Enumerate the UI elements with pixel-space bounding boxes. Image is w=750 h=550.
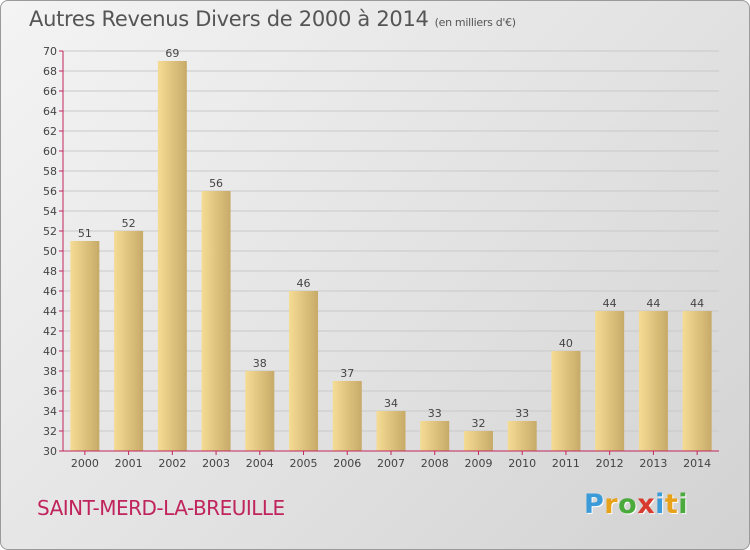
y-tick-label: 38	[43, 365, 57, 378]
value-label-2000: 51	[78, 227, 92, 240]
bar-2008	[420, 421, 450, 451]
axes	[59, 50, 719, 455]
value-label-2001: 52	[122, 217, 136, 230]
x-tick-label-2006: 2006	[333, 457, 361, 470]
value-label-2006: 37	[340, 367, 354, 380]
value-label-2008: 33	[428, 407, 442, 420]
bar-2009	[463, 431, 493, 451]
chart-subtitle: (en milliers d'€)	[434, 16, 516, 29]
bar-2014	[682, 311, 712, 451]
y-tick-label: 58	[43, 165, 57, 178]
y-tick-label: 60	[43, 145, 57, 158]
x-tick-label-2000: 2000	[71, 457, 99, 470]
x-tick-label-2012: 2012	[596, 457, 624, 470]
bar-2011	[551, 351, 581, 451]
bar-2012	[595, 311, 625, 451]
y-tick-label: 48	[43, 265, 57, 278]
labels: 30 32 34 36 38 40 42 44 46 48 50 52 54 56 58 60 62 64 66 68…	[43, 45, 711, 470]
bar-2003	[201, 191, 231, 451]
commune-name: SAINT-MERD-LA-BREUILLE	[37, 496, 285, 520]
y-tick-label: 70	[43, 45, 57, 58]
y-tick-label: 68	[43, 65, 57, 78]
logo-letter: P	[584, 489, 605, 520]
x-tick-label-2002: 2002	[158, 457, 186, 470]
x-tick-label-2013: 2013	[639, 457, 667, 470]
y-tick-label: 40	[43, 345, 57, 358]
bar-2013	[638, 311, 668, 451]
chart-title-text: Autres Revenus Divers de 2000 à 2014	[29, 7, 429, 31]
x-tick-label-2008: 2008	[421, 457, 449, 470]
x-tick-label-2005: 2005	[290, 457, 318, 470]
y-tick-label: 56	[43, 185, 57, 198]
value-label-2010: 33	[515, 407, 529, 420]
y-tick-label: 64	[43, 105, 57, 118]
bar-2004	[245, 371, 275, 451]
value-label-2013: 44	[646, 297, 660, 310]
x-tick-label-2014: 2014	[683, 457, 711, 470]
y-tick-label: 44	[43, 305, 57, 318]
bar-2000	[70, 241, 100, 451]
value-label-2009: 32	[471, 417, 485, 430]
y-tick-label: 32	[43, 425, 57, 438]
value-label-2012: 44	[603, 297, 617, 310]
value-label-2004: 38	[253, 357, 267, 370]
value-label-2002: 69	[165, 47, 179, 60]
x-tick-label-2001: 2001	[115, 457, 143, 470]
logo-letter: r	[604, 489, 619, 520]
logo-letter: i	[678, 489, 689, 520]
y-tick-label: 34	[43, 405, 57, 418]
y-tick-label: 42	[43, 325, 57, 338]
y-tick-label: 36	[43, 385, 57, 398]
value-label-2014: 44	[690, 297, 704, 310]
value-label-2007: 34	[384, 397, 398, 410]
y-tick-label: 54	[43, 205, 57, 218]
value-label-2005: 46	[297, 277, 311, 290]
y-tick-label: 62	[43, 125, 57, 138]
bar-2007	[376, 411, 406, 451]
x-tick-label-2004: 2004	[246, 457, 274, 470]
x-tick-label-2003: 2003	[202, 457, 230, 470]
x-tick-label-2007: 2007	[377, 457, 405, 470]
proxiti-logo[interactable]: Proxiti	[584, 489, 688, 520]
bars	[70, 61, 712, 451]
bar-2006	[332, 381, 362, 451]
y-tick-label: 52	[43, 225, 57, 238]
bar-2005	[289, 291, 319, 451]
x-tick-label-2009: 2009	[464, 457, 492, 470]
logo-letter: o	[618, 489, 638, 520]
y-tick-label: 46	[43, 285, 57, 298]
logo-letter: i	[655, 489, 665, 520]
y-tick-label: 30	[43, 445, 57, 458]
value-label-2011: 40	[559, 337, 573, 350]
logo-letter: t	[664, 489, 679, 520]
chart-title: Autres Revenus Divers de 2000 à 2014 (en …	[29, 7, 516, 31]
y-tick-label: 66	[43, 85, 57, 98]
logo-letter: x	[637, 489, 656, 520]
bar-2010	[507, 421, 537, 451]
y-tick-label: 50	[43, 245, 57, 258]
bar-2002	[157, 61, 187, 451]
x-tick-label-2010: 2010	[508, 457, 536, 470]
value-label-2003: 56	[209, 177, 223, 190]
bar-2001	[114, 231, 144, 451]
x-tick-label-2011: 2011	[552, 457, 580, 470]
